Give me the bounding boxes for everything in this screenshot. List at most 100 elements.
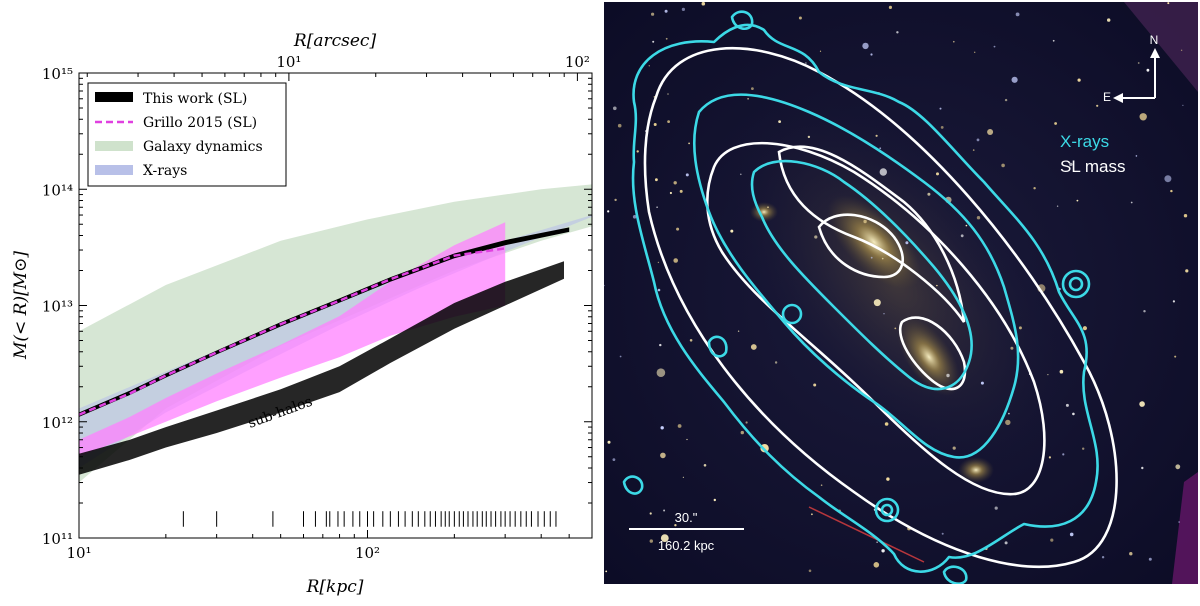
sl-contour-inner-south bbox=[899, 316, 967, 391]
background-source bbox=[946, 373, 950, 378]
background-source bbox=[875, 134, 878, 137]
xray-contour-middle bbox=[693, 93, 1020, 459]
xray-blob-south bbox=[942, 565, 968, 586]
xray-point-source-2-core bbox=[880, 503, 894, 517]
background-source bbox=[652, 40, 655, 43]
background-source bbox=[1047, 374, 1049, 376]
legend-xrays-label: X-rays bbox=[1060, 132, 1109, 151]
background-source bbox=[674, 524, 677, 527]
background-source bbox=[774, 361, 778, 364]
background-source bbox=[619, 355, 622, 358]
background-source bbox=[660, 426, 664, 430]
compass-north-label: N bbox=[1150, 33, 1159, 47]
background-source bbox=[1146, 68, 1150, 72]
background-source bbox=[820, 484, 823, 487]
background-source bbox=[863, 219, 867, 224]
x-axis-label: R[kpc] bbox=[306, 577, 364, 597]
background-source bbox=[862, 42, 869, 50]
plot-area bbox=[79, 184, 592, 483]
top-x-axis-label: R[arcsec] bbox=[293, 31, 377, 51]
background-source bbox=[1082, 326, 1087, 331]
background-source bbox=[689, 339, 693, 342]
background-source bbox=[1054, 122, 1057, 125]
legend-swatch-xrays bbox=[95, 165, 133, 175]
background-source bbox=[649, 539, 653, 543]
background-source bbox=[660, 452, 666, 459]
compass-east-label: E bbox=[1103, 90, 1111, 104]
background-source bbox=[965, 224, 968, 227]
background-source bbox=[927, 192, 931, 196]
background-source bbox=[688, 142, 690, 145]
background-source bbox=[1072, 412, 1075, 416]
background-source bbox=[653, 123, 657, 126]
background-source bbox=[905, 241, 909, 245]
background-source bbox=[657, 288, 661, 292]
edge-noise-top-right bbox=[1124, 2, 1198, 92]
legend-label-galaxy-dynamics: Galaxy dynamics bbox=[143, 139, 263, 155]
diffuse-light bbox=[725, 96, 1063, 483]
background-source bbox=[676, 227, 680, 231]
compass: N E bbox=[1103, 33, 1160, 104]
background-source bbox=[1107, 18, 1111, 22]
background-source bbox=[1170, 189, 1173, 193]
background-source bbox=[1139, 401, 1145, 407]
background-source bbox=[1135, 155, 1138, 157]
background-source bbox=[1180, 49, 1183, 51]
y-tick-label: 10¹² bbox=[42, 414, 73, 432]
y-tick-label: 10¹¹ bbox=[42, 530, 73, 548]
background-source bbox=[1172, 300, 1175, 303]
galaxy-bright-south bbox=[958, 457, 994, 483]
cluster-image: N E X-rays SL mass 30." 160.2 kpc bbox=[603, 1, 1198, 586]
background-source bbox=[1129, 552, 1133, 556]
background-source bbox=[713, 498, 716, 502]
background-source bbox=[974, 51, 976, 53]
background-source bbox=[896, 31, 899, 34]
background-source bbox=[656, 206, 658, 208]
sl-contour-inner-ridge bbox=[777, 145, 966, 323]
background-source bbox=[657, 261, 660, 264]
background-source bbox=[993, 45, 996, 48]
compass-north-arrowhead bbox=[1150, 48, 1160, 58]
y-tick-label: 10¹⁵ bbox=[42, 65, 73, 83]
edge-noise-bottom-right bbox=[1172, 472, 1198, 584]
background-source bbox=[665, 37, 668, 40]
background-source bbox=[669, 191, 672, 195]
background-source bbox=[1178, 521, 1180, 523]
background-source bbox=[1096, 104, 1099, 107]
x-tick-label: 10² bbox=[355, 544, 380, 562]
background-source bbox=[605, 570, 608, 573]
background-source bbox=[1033, 187, 1036, 190]
background-source bbox=[1018, 326, 1022, 330]
legend-swatch-this-work bbox=[95, 92, 133, 102]
background-source bbox=[1069, 162, 1073, 167]
background-source bbox=[747, 98, 749, 100]
xray-contours bbox=[622, 10, 1099, 586]
xray-point-source-1-core bbox=[1068, 276, 1084, 292]
top-x-tick-label: 10² bbox=[565, 53, 590, 71]
background-source bbox=[1005, 419, 1011, 426]
sl-contour-middle bbox=[706, 141, 1046, 496]
background-source bbox=[607, 210, 610, 213]
background-source bbox=[879, 168, 887, 176]
background-source bbox=[813, 383, 817, 387]
background-source bbox=[873, 562, 880, 568]
compass-east-arrowhead bbox=[1113, 93, 1123, 103]
background-source bbox=[798, 16, 802, 20]
background-source bbox=[1130, 201, 1133, 204]
background-source bbox=[936, 172, 939, 176]
background-source bbox=[682, 476, 684, 478]
background-source bbox=[750, 344, 757, 350]
background-source bbox=[873, 299, 881, 307]
background-source bbox=[632, 215, 637, 219]
background-source bbox=[607, 440, 611, 444]
background-source bbox=[660, 534, 669, 542]
background-source bbox=[667, 93, 669, 95]
background-source bbox=[685, 173, 689, 177]
background-source bbox=[673, 181, 677, 185]
background-source bbox=[679, 189, 683, 193]
xray-point-source-3 bbox=[781, 303, 803, 325]
background-source bbox=[805, 62, 807, 64]
background-source bbox=[936, 284, 938, 287]
background-source bbox=[1164, 175, 1172, 183]
